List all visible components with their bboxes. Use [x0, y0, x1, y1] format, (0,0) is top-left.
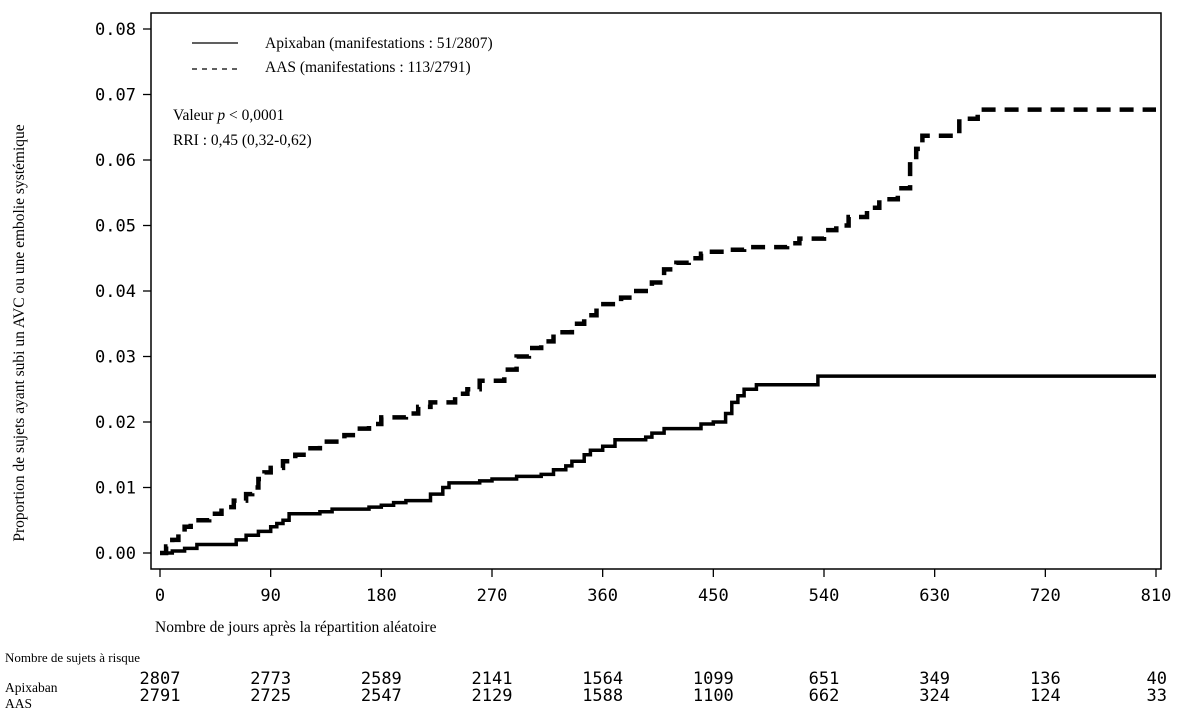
risk-value-aas: 1588 [582, 686, 623, 706]
x-tick-label: 810 [1141, 586, 1172, 606]
risk-table-values: 2807 2773 2589 2141 1564 1099 651 349 136 40 2791 2… [140, 669, 1167, 706]
risk-value-apixaban: 1564 [582, 669, 623, 689]
legend: Apixaban (manifestations : 51/2807) AAS … [192, 35, 493, 76]
y-tick-label: 0.05 [95, 217, 136, 237]
risk-value-apixaban: 349 [919, 669, 950, 689]
x-axis: 0 90 180 270 360 450 540 630 720 810 [155, 569, 1171, 606]
risk-value-aas: 662 [809, 686, 840, 706]
risk-value-aas: 2725 [250, 686, 291, 706]
risk-value-apixaban: 1099 [693, 669, 734, 689]
x-tick-label: 180 [366, 586, 397, 606]
y-tick-label: 0.06 [95, 151, 136, 171]
x-axis-label: Nombre de jours après la répartition alé… [155, 619, 437, 636]
risk-value-aas: 1100 [693, 686, 734, 706]
risk-value-aas: 2547 [361, 686, 402, 706]
p-value-annotation: Valeur p < 0,0001 [173, 107, 284, 124]
y-tick-label: 0.00 [95, 544, 136, 564]
y-tick-label: 0.03 [95, 348, 136, 368]
risk-value-apixaban: 2773 [250, 669, 291, 689]
y-tick-label: 0.08 [95, 20, 136, 40]
y-tick-label: 0.02 [95, 413, 136, 433]
x-tick-label: 0 [155, 586, 165, 606]
risk-row-label-aas: AAS [5, 696, 32, 711]
x-tick-label: 270 [477, 586, 508, 606]
x-tick-label: 540 [809, 586, 840, 606]
plot-frame [150, 12, 1162, 570]
risk-value-apixaban: 2141 [472, 669, 513, 689]
y-axis: 0.00 0.01 0.02 0.03 0.04 0.05 0.06 0.07 0.08 [95, 20, 151, 564]
y-tick-label: 0.07 [95, 86, 136, 106]
risk-value-aas: 2791 [140, 686, 181, 706]
aas-curve [160, 107, 1156, 556]
apixaban-curve [160, 374, 1156, 555]
y-tick-label: 0.04 [95, 282, 136, 302]
risk-value-aas: 324 [919, 686, 950, 706]
risk-table-title: Nombre de sujets à risque [5, 650, 140, 665]
risk-value-apixaban: 40 [1147, 669, 1167, 689]
legend-label-apixaban: Apixaban (manifestations : 51/2807) [265, 35, 493, 52]
risk-value-aas: 2129 [472, 686, 513, 706]
risk-value-apixaban: 2589 [361, 669, 402, 689]
x-tick-label: 450 [698, 586, 729, 606]
risk-value-aas: 33 [1147, 686, 1167, 706]
legend-label-aas: AAS (manifestations : 113/2791) [265, 59, 471, 76]
risk-value-apixaban: 2807 [140, 669, 181, 689]
y-tick-label: 0.01 [95, 479, 136, 499]
risk-value-aas: 124 [1030, 686, 1061, 706]
series-layer [160, 107, 1156, 556]
risk-row-label-apixaban: Apixaban [5, 680, 58, 695]
risk-value-apixaban: 651 [809, 669, 840, 689]
rri-annotation: RRI : 0,45 (0,32-0,62) [173, 132, 312, 149]
x-tick-label: 360 [587, 586, 618, 606]
y-axis-label: Proportion de sujets ayant subi un AVC o… [11, 124, 28, 541]
x-tick-label: 720 [1030, 586, 1061, 606]
x-tick-label: 90 [260, 586, 280, 606]
x-tick-label: 630 [919, 586, 950, 606]
risk-value-apixaban: 136 [1030, 669, 1061, 689]
